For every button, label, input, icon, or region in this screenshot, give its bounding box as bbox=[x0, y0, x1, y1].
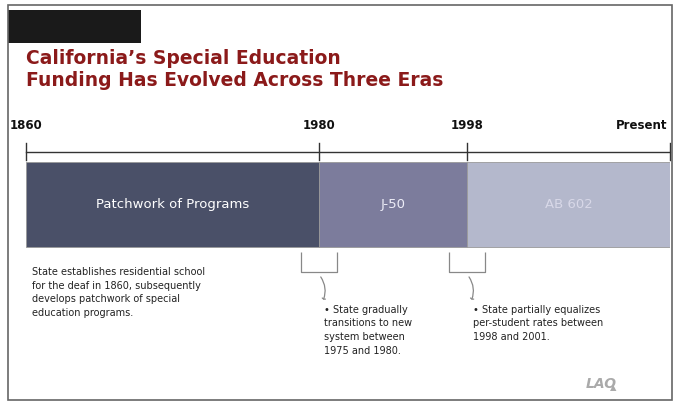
Text: California’s Special Education: California’s Special Education bbox=[26, 49, 341, 68]
Text: 1860: 1860 bbox=[10, 119, 42, 132]
Text: • State partially equalizes
per-student rates between
1998 and 2001.: • State partially equalizes per-student … bbox=[473, 305, 603, 342]
Text: AB 602: AB 602 bbox=[545, 198, 593, 211]
Bar bbox=[319, 162, 467, 247]
Bar bbox=[467, 162, 670, 247]
Text: Funding Has Evolved Across Three Eras: Funding Has Evolved Across Three Eras bbox=[26, 72, 443, 90]
Text: ▲: ▲ bbox=[610, 383, 617, 392]
Text: 1980: 1980 bbox=[303, 119, 335, 132]
Text: LAO: LAO bbox=[586, 377, 617, 391]
Text: Present: Present bbox=[616, 119, 667, 132]
Text: 1998: 1998 bbox=[451, 119, 484, 132]
Bar bbox=[26, 162, 319, 247]
Text: J-50: J-50 bbox=[381, 198, 406, 211]
Text: Figure 1: Figure 1 bbox=[19, 19, 81, 32]
Text: • State gradually
transitions to new
system between
1975 and 1980.: • State gradually transitions to new sys… bbox=[324, 305, 413, 356]
Text: State establishes residential school
for the deaf in 1860, subsequently
develops: State establishes residential school for… bbox=[32, 267, 205, 318]
Text: Patchwork of Programs: Patchwork of Programs bbox=[96, 198, 249, 211]
